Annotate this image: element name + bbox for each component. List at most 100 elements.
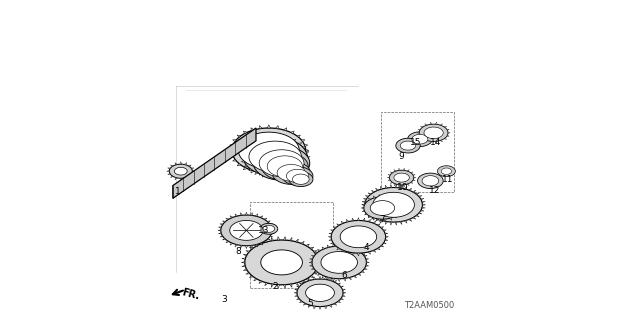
Polygon shape (232, 128, 306, 173)
Polygon shape (368, 219, 371, 222)
Polygon shape (249, 141, 301, 172)
Polygon shape (341, 221, 344, 224)
Polygon shape (255, 139, 259, 141)
Polygon shape (245, 240, 319, 285)
Polygon shape (304, 144, 308, 147)
Polygon shape (385, 236, 388, 237)
Polygon shape (372, 250, 376, 252)
Polygon shape (440, 140, 442, 142)
Polygon shape (262, 174, 266, 177)
Polygon shape (262, 152, 308, 180)
Polygon shape (253, 278, 257, 281)
Polygon shape (175, 178, 177, 180)
Polygon shape (364, 213, 367, 215)
Polygon shape (269, 236, 273, 237)
Polygon shape (316, 254, 320, 256)
Polygon shape (308, 278, 311, 281)
Polygon shape (304, 154, 308, 156)
Polygon shape (235, 214, 237, 216)
Polygon shape (324, 277, 326, 280)
Polygon shape (296, 164, 300, 166)
Polygon shape (422, 176, 439, 186)
Polygon shape (328, 236, 332, 237)
Polygon shape (340, 226, 376, 248)
Polygon shape (317, 249, 321, 251)
Polygon shape (362, 211, 365, 212)
Polygon shape (285, 174, 288, 177)
Polygon shape (265, 283, 268, 286)
Polygon shape (385, 221, 387, 225)
Polygon shape (311, 255, 314, 257)
Polygon shape (218, 230, 221, 231)
Polygon shape (419, 124, 448, 141)
Polygon shape (330, 230, 333, 231)
Polygon shape (394, 216, 397, 218)
Polygon shape (422, 201, 425, 203)
Polygon shape (301, 159, 305, 161)
Polygon shape (255, 244, 258, 247)
Polygon shape (404, 220, 407, 223)
Polygon shape (380, 245, 384, 247)
Polygon shape (244, 147, 248, 149)
Polygon shape (397, 201, 401, 203)
Polygon shape (188, 176, 191, 178)
Polygon shape (373, 192, 415, 217)
Polygon shape (333, 227, 337, 228)
Polygon shape (319, 276, 321, 279)
Polygon shape (390, 222, 392, 225)
Polygon shape (282, 167, 313, 185)
Polygon shape (308, 305, 311, 308)
Polygon shape (337, 248, 340, 250)
Polygon shape (305, 149, 309, 151)
Polygon shape (314, 272, 317, 274)
Polygon shape (321, 252, 358, 273)
Polygon shape (235, 244, 237, 247)
Polygon shape (243, 167, 247, 170)
Polygon shape (292, 174, 309, 184)
Polygon shape (440, 124, 442, 126)
Polygon shape (261, 250, 302, 275)
Polygon shape (418, 173, 443, 188)
Polygon shape (175, 163, 177, 165)
Polygon shape (306, 278, 310, 281)
Polygon shape (271, 237, 274, 241)
Polygon shape (277, 164, 305, 181)
Polygon shape (362, 207, 365, 208)
Polygon shape (284, 128, 287, 131)
Polygon shape (300, 301, 303, 303)
Text: 4: 4 (364, 244, 369, 252)
Polygon shape (362, 204, 365, 205)
Polygon shape (267, 238, 270, 240)
Text: 13: 13 (259, 226, 269, 235)
Polygon shape (245, 246, 248, 249)
Polygon shape (407, 184, 409, 186)
Polygon shape (365, 212, 369, 214)
Polygon shape (418, 129, 420, 131)
Polygon shape (401, 207, 404, 209)
Polygon shape (310, 276, 314, 278)
Polygon shape (166, 171, 170, 172)
Polygon shape (220, 236, 223, 237)
Polygon shape (417, 132, 419, 133)
Polygon shape (329, 239, 332, 241)
Polygon shape (230, 154, 234, 156)
Polygon shape (322, 247, 325, 249)
Polygon shape (184, 163, 187, 165)
Polygon shape (425, 140, 428, 142)
Polygon shape (420, 198, 424, 200)
Polygon shape (232, 159, 236, 161)
Polygon shape (358, 249, 361, 251)
Text: 12: 12 (429, 186, 440, 195)
Polygon shape (344, 278, 346, 281)
Polygon shape (408, 219, 412, 221)
Polygon shape (272, 230, 275, 231)
Text: 1: 1 (175, 188, 180, 196)
Polygon shape (365, 196, 369, 197)
Polygon shape (306, 284, 334, 301)
Polygon shape (284, 236, 286, 240)
Polygon shape (362, 201, 365, 203)
Polygon shape (249, 169, 252, 171)
Polygon shape (310, 259, 313, 260)
Polygon shape (246, 272, 250, 274)
Polygon shape (403, 185, 404, 187)
